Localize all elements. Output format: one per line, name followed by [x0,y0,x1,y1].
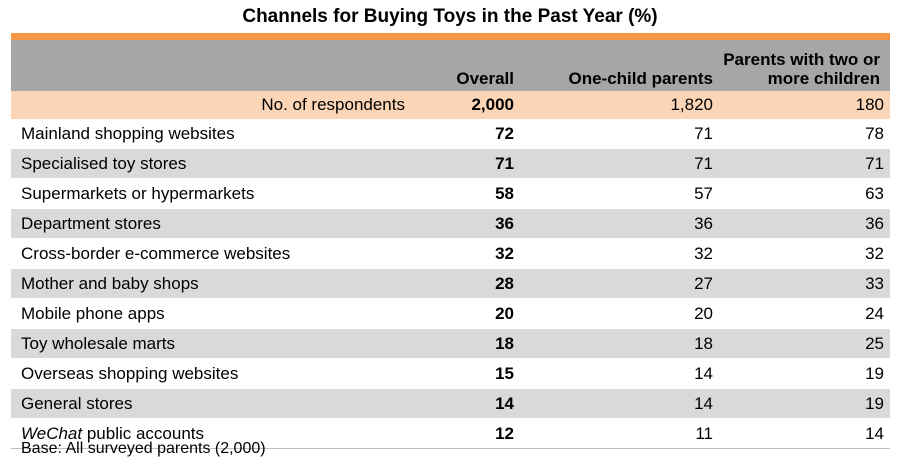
value-overall: 14 [411,388,520,419]
value-two-or-more: 24 [719,298,890,329]
table-row: Mainland shopping websites 72 71 78 [11,119,890,149]
row-label: Department stores [11,208,411,239]
header-one-child-parents: One-child parents [520,40,719,91]
header-overall: Overall [411,40,520,91]
row-label: Mother and baby shops [11,268,411,299]
value-two-or-more: 14 [719,418,890,449]
respondents-overall: 2,000 [411,91,520,119]
value-one-child: 32 [520,238,719,269]
value-two-or-more: 33 [719,268,890,299]
header-parents-two-or-more: Parents with two or more children [719,40,890,91]
row-label: Specialised toy stores [11,148,411,179]
respondents-label: No. of respondents [11,91,411,119]
value-overall: 28 [411,268,520,299]
row-label-rest: public accounts [82,424,205,443]
respondents-one-child: 1,820 [520,91,719,119]
table-row: Overseas shopping websites 15 14 19 [11,358,890,389]
row-label: General stores [11,388,411,419]
respondents-two-or-more: 180 [719,91,890,119]
row-label: WeChat public accounts [11,418,411,449]
value-two-or-more: 19 [719,358,890,389]
value-one-child: 20 [520,298,719,329]
value-one-child: 27 [520,268,719,299]
header-corner [11,40,411,91]
row-label: Supermarkets or hypermarkets [11,178,411,209]
value-one-child: 14 [520,388,719,419]
table-row: Department stores 36 36 36 [11,208,890,239]
value-two-or-more: 63 [719,178,890,209]
value-one-child: 36 [520,208,719,239]
row-label: Overseas shopping websites [11,358,411,389]
value-two-or-more: 36 [719,208,890,239]
table-row: Specialised toy stores 71 71 71 [11,148,890,179]
table-row: WeChat public accounts 12 11 14 [11,418,890,449]
row-label: Toy wholesale marts [11,328,411,359]
value-overall: 15 [411,358,520,389]
respondents-row: No. of respondents 2,000 1,820 180 [11,91,890,119]
table-row: Cross-border e-commerce websites 32 32 32 [11,238,890,269]
value-overall: 72 [411,119,520,149]
row-label: Cross-border e-commerce websites [11,238,411,269]
data-rows: Mainland shopping websites 72 71 78 Speciali… [11,119,890,449]
table-row: General stores 14 14 19 [11,388,890,419]
table-title: Channels for Buying Toys in the Past Yea… [242,6,658,27]
value-one-child: 14 [520,358,719,389]
value-two-or-more: 71 [719,148,890,179]
header-row: Overall One-child parents Parents with t… [11,40,890,91]
table-row: Supermarkets or hypermarkets 58 57 63 [11,178,890,209]
value-two-or-more: 25 [719,328,890,359]
value-one-child: 71 [520,148,719,179]
value-one-child: 18 [520,328,719,359]
value-overall: 18 [411,328,520,359]
table-row: Mother and baby shops 28 27 33 [11,268,890,299]
value-two-or-more: 78 [719,119,890,149]
value-one-child: 57 [520,178,719,209]
value-overall: 36 [411,208,520,239]
value-overall: 12 [411,418,520,449]
table-row: Mobile phone apps 20 20 24 [11,298,890,329]
value-two-or-more: 19 [719,388,890,419]
value-overall: 71 [411,148,520,179]
value-overall: 20 [411,298,520,329]
value-one-child: 11 [520,418,719,449]
channels-table: Overall One-child parents Parents with t… [11,40,890,449]
value-one-child: 71 [520,119,719,149]
value-two-or-more: 32 [719,238,890,269]
row-label: Mobile phone apps [11,298,411,329]
accent-bar [11,33,890,40]
value-overall: 32 [411,238,520,269]
table-row: Toy wholesale marts 18 18 25 [11,328,890,359]
value-overall: 58 [411,178,520,209]
row-label: Mainland shopping websites [11,119,411,149]
row-label-italic: WeChat [21,424,83,443]
base-note: Base: All surveyed parents (2,000) [21,440,266,457]
